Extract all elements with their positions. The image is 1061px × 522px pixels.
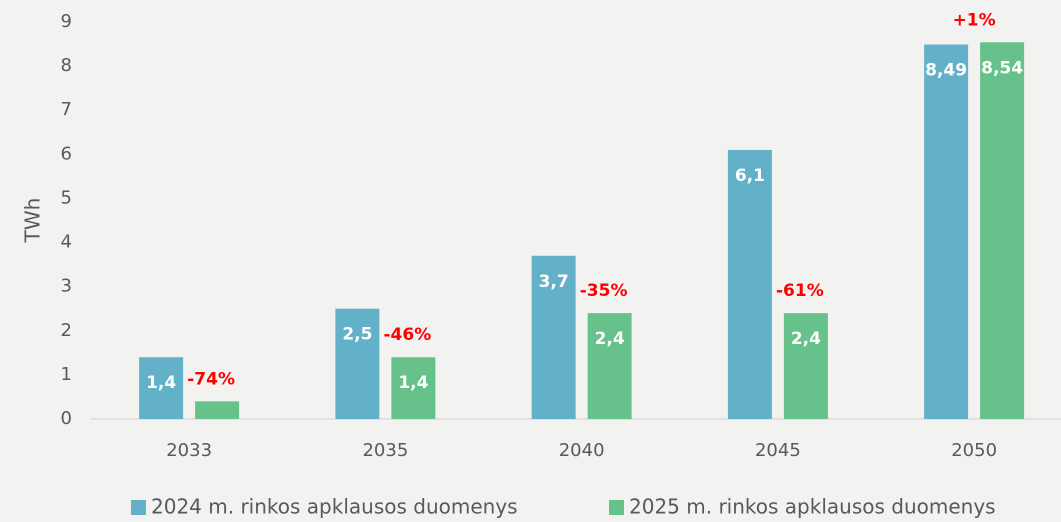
value-label: 6,1 xyxy=(735,166,765,186)
legend-label: 2025 m. rinkos apklausos duomenys xyxy=(629,495,996,519)
value-label: 8,49 xyxy=(925,60,967,80)
y-axis-label: TWh xyxy=(21,198,45,244)
bar xyxy=(335,308,380,419)
x-tick-label: 2033 xyxy=(166,440,212,461)
bar xyxy=(587,313,632,419)
bar xyxy=(783,313,828,419)
value-label: 1,4 xyxy=(398,373,428,393)
annotation: -61% xyxy=(776,281,824,301)
bar xyxy=(531,255,576,419)
y-tick-label: 9 xyxy=(61,11,72,32)
y-tick-label: 3 xyxy=(61,276,72,297)
value-label: 2,5 xyxy=(342,325,372,345)
x-tick-label: 2040 xyxy=(559,440,605,461)
annotation: -46% xyxy=(384,325,432,345)
bar xyxy=(139,357,184,419)
value-label: 2,4 xyxy=(595,329,625,349)
annotation: -74% xyxy=(187,369,235,389)
x-tick-label: 2045 xyxy=(755,440,801,461)
value-label: 0,4 xyxy=(202,417,232,437)
legend-label: 2024 m. rinkos apklausos duomenys xyxy=(151,495,518,519)
bar xyxy=(195,401,240,419)
value-label: 8,54 xyxy=(981,58,1023,78)
value-label: 3,7 xyxy=(539,272,569,292)
y-tick-label: 6 xyxy=(61,143,72,164)
bar xyxy=(391,357,436,419)
value-label: 2,4 xyxy=(791,329,821,349)
x-tick-label: 2035 xyxy=(362,440,408,461)
x-tick-label: 2050 xyxy=(951,440,997,461)
bar xyxy=(727,149,772,419)
y-tick-label: 0 xyxy=(61,408,72,429)
value-label: 1,4 xyxy=(146,373,176,393)
y-tick-label: 7 xyxy=(61,99,72,120)
y-tick-label: 2 xyxy=(61,320,72,341)
legend-swatch xyxy=(609,500,624,515)
y-tick-label: 1 xyxy=(61,364,72,385)
bar xyxy=(980,42,1025,420)
y-tick-label: 8 xyxy=(61,55,72,76)
y-tick-label: 5 xyxy=(61,187,72,208)
plot-area: 1,4 0,4 2,5 1,4 3,7 2,4 6,1 2,4 8,49 8,54 xyxy=(139,42,1025,437)
bar xyxy=(924,44,969,419)
legend-swatch xyxy=(131,500,146,515)
y-tick-label: 4 xyxy=(61,232,72,253)
annotation: +1% xyxy=(953,10,996,30)
annotation: -35% xyxy=(580,281,628,301)
